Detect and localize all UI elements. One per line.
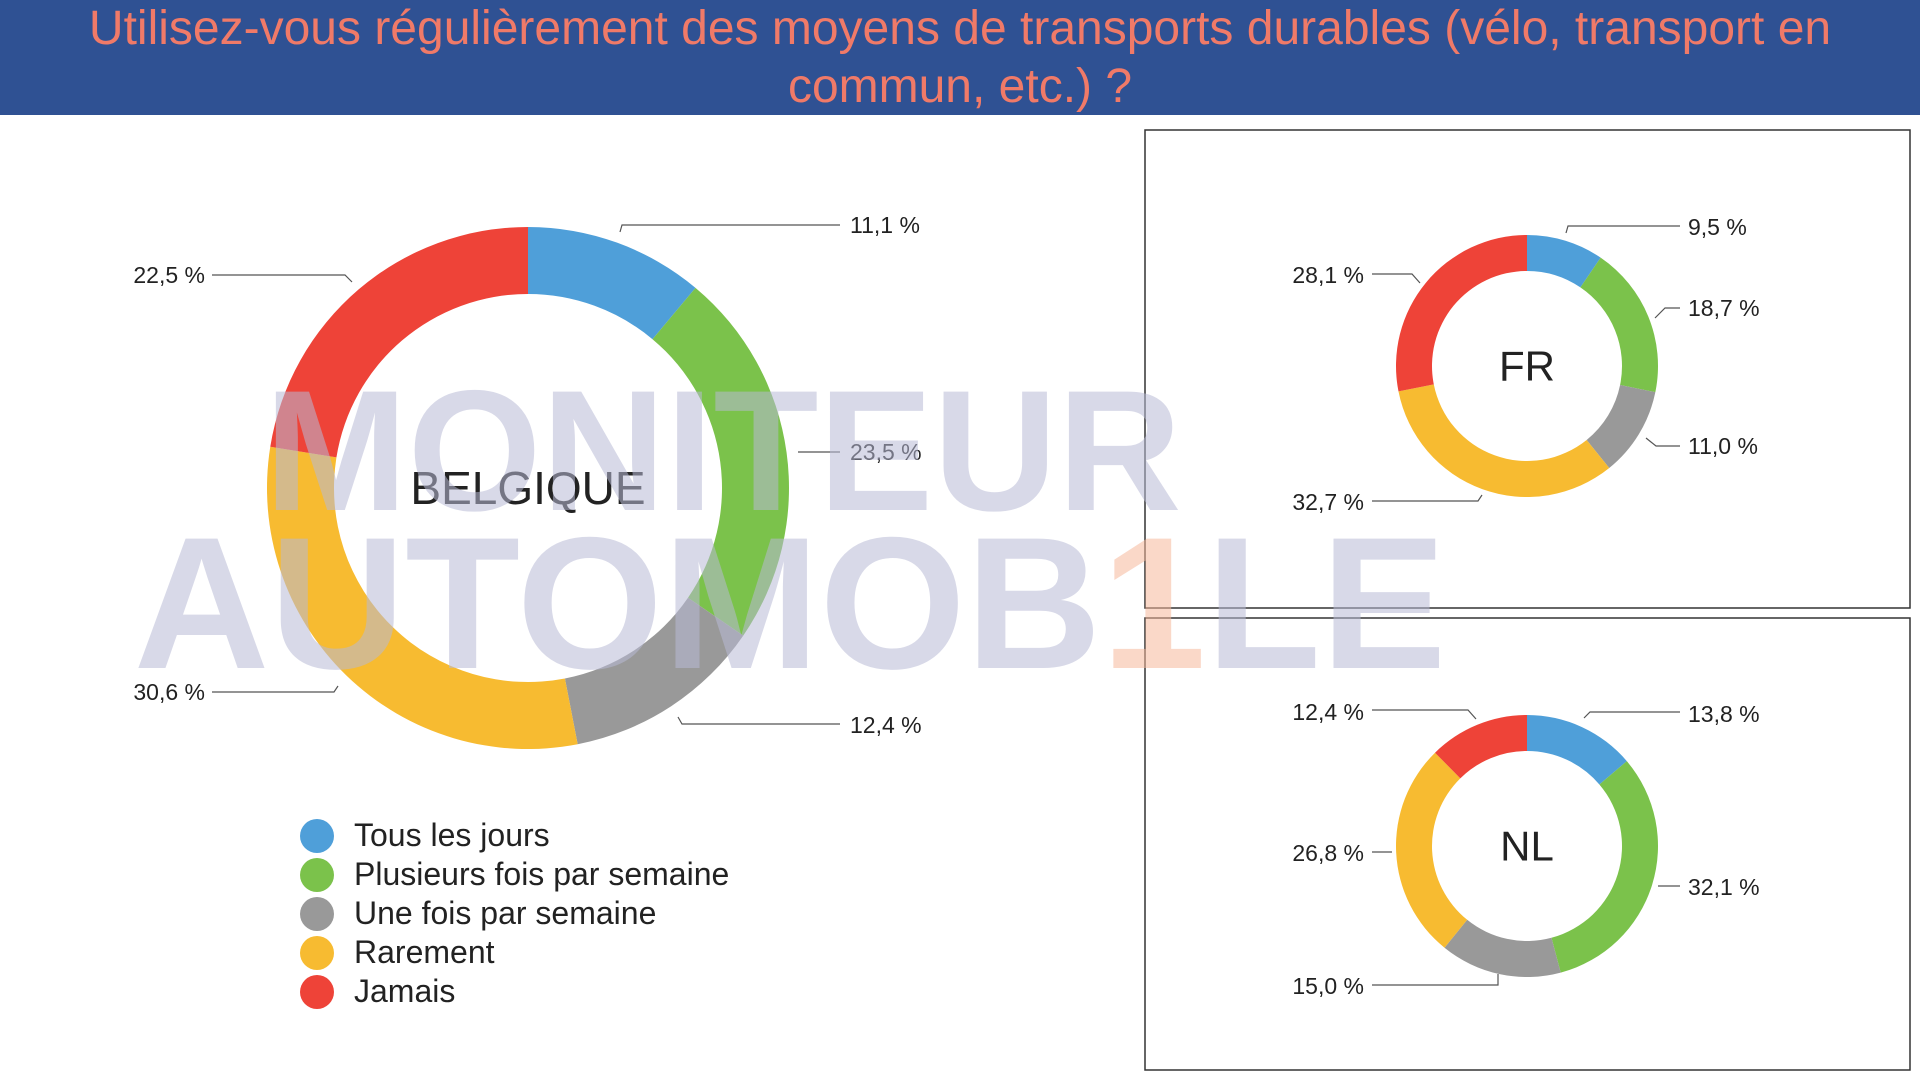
nl-segment-tous-les-jours — [1527, 715, 1627, 785]
watermark-line2-accent: 1 — [1102, 498, 1207, 708]
nl-leader-line-une-fois — [1372, 974, 1499, 986]
nl-value-label-rarement: 26,8 % — [1292, 840, 1364, 866]
page-title: Utilisez-vous régulièrement des moyens d… — [88, 1, 1832, 113]
fr-segment-jamais — [1396, 235, 1527, 392]
legend-label-jamais: Jamais — [354, 973, 456, 1009]
legend-label-rarement: Rarement — [354, 934, 495, 970]
fr-segment-tous-les-jours — [1527, 235, 1601, 288]
watermark-line1: MONITEUR — [264, 355, 1181, 547]
fr-value-label-plusieurs-fois: 18,7 % — [1688, 295, 1760, 321]
legend-item-une-fois: Une fois par semaine — [300, 894, 729, 933]
legend-item-jamais: Jamais — [300, 972, 729, 1011]
belgique-leader-line-une-fois — [677, 716, 840, 725]
legend-item-tous-les-jours: Tous les jours — [300, 816, 729, 855]
belgique-segment-plusieurs-fois — [652, 287, 790, 636]
watermark-line2: AUTOMOB1LE — [134, 498, 1447, 708]
fr-leader-line-plusieurs-fois — [1654, 307, 1680, 319]
chart-legend: Tous les jours Plusieurs fois par semaine… — [300, 816, 729, 1011]
belgique-leader-line-rarement — [212, 685, 339, 693]
legend-label-une-fois: Une fois par semaine — [354, 895, 657, 931]
legend-swatch-rarement — [300, 935, 334, 970]
fr-leader-line-tous-les-jours — [1565, 225, 1680, 234]
nl-segment-jamais — [1435, 715, 1527, 779]
belgique-value-label-tous-les-jours: 11,1 % — [850, 212, 920, 238]
nl-leader-line-tous-les-jours — [1583, 711, 1680, 719]
fr-segment-rarement — [1398, 384, 1610, 498]
nl-value-label-plusieurs-fois: 32,1 % — [1688, 874, 1760, 900]
belgique-segment-une-fois — [564, 597, 744, 745]
nl-value-label-tous-les-jours: 13,8 % — [1688, 701, 1760, 727]
fr-segment-une-fois — [1586, 384, 1656, 468]
header-banner: Utilisez-vous régulièrement des moyens d… — [0, 0, 1920, 115]
watermark: MONITEUR AUTOMOB1LE — [134, 355, 1447, 708]
legend-item-rarement: Rarement — [300, 933, 729, 972]
fr-leader-line-une-fois — [1645, 437, 1680, 447]
nl-value-label-jamais: 12,4 % — [1292, 699, 1364, 725]
belgique-center-label: BELGIQUE — [410, 462, 645, 514]
fr-panel-frame — [1144, 129, 1911, 609]
watermark-line2-part1: AUTOMOB — [134, 498, 1102, 708]
belgique-segment-tous-les-jours — [528, 227, 696, 340]
nl-segment-une-fois — [1444, 919, 1561, 977]
legend-swatch-plusieurs-fois — [300, 857, 334, 892]
legend-label-tous-les-jours: Tous les jours — [354, 817, 550, 853]
fr-leader-line-rarement — [1372, 494, 1483, 502]
legend-label-plusieurs-fois: Plusieurs fois par semaine — [354, 856, 730, 892]
nl-donut-chart: NL 13,8 % 32,1 % 15,0 % 26,8 % 12,4 % — [1292, 699, 1759, 999]
belgique-value-label-une-fois: 12,4 % — [850, 712, 922, 738]
fr-center-label: FR — [1499, 343, 1555, 390]
legend-swatch-une-fois — [300, 896, 334, 931]
belgique-leader-line-jamais — [212, 274, 353, 283]
fr-value-label-jamais: 28,1 % — [1292, 262, 1364, 288]
fr-value-label-tous-les-jours: 9,5 % — [1688, 214, 1747, 240]
fr-donut-chart: FR 9,5 % 18,7 % 11,0 % 32,7 % 28,1 % — [1292, 214, 1759, 515]
belgique-leader-line-tous-les-jours — [619, 224, 840, 233]
nl-center-label: NL — [1500, 823, 1554, 870]
fr-leader-line-jamais — [1372, 273, 1421, 284]
legend-swatch-jamais — [300, 974, 334, 1009]
belgique-segment-rarement — [267, 446, 578, 749]
fr-value-label-une-fois: 11,0 % — [1688, 433, 1758, 459]
nl-panel-frame — [1144, 617, 1911, 1071]
belgique-value-label-plusieurs-fois: 23,5 % — [850, 439, 922, 465]
nl-segment-rarement — [1396, 752, 1468, 948]
belgique-value-label-rarement: 30,6 % — [133, 679, 205, 705]
fr-segment-plusieurs-fois — [1580, 257, 1658, 393]
belgique-donut-chart: BELGIQUE 11,1 % 23,5 % 12,4 % 30,6 % 22,5 % — [133, 212, 922, 749]
watermark-line2-part2: LE — [1206, 498, 1446, 708]
nl-leader-line-jamais — [1372, 709, 1477, 720]
belgique-segment-jamais — [270, 227, 528, 458]
fr-value-label-rarement: 32,7 % — [1292, 489, 1364, 515]
legend-swatch-tous-les-jours — [300, 818, 334, 853]
legend-item-plusieurs-fois: Plusieurs fois par semaine — [300, 855, 729, 894]
nl-segment-plusieurs-fois — [1551, 761, 1659, 973]
belgique-value-label-jamais: 22,5 % — [133, 262, 205, 288]
nl-value-label-une-fois: 15,0 % — [1292, 973, 1364, 999]
